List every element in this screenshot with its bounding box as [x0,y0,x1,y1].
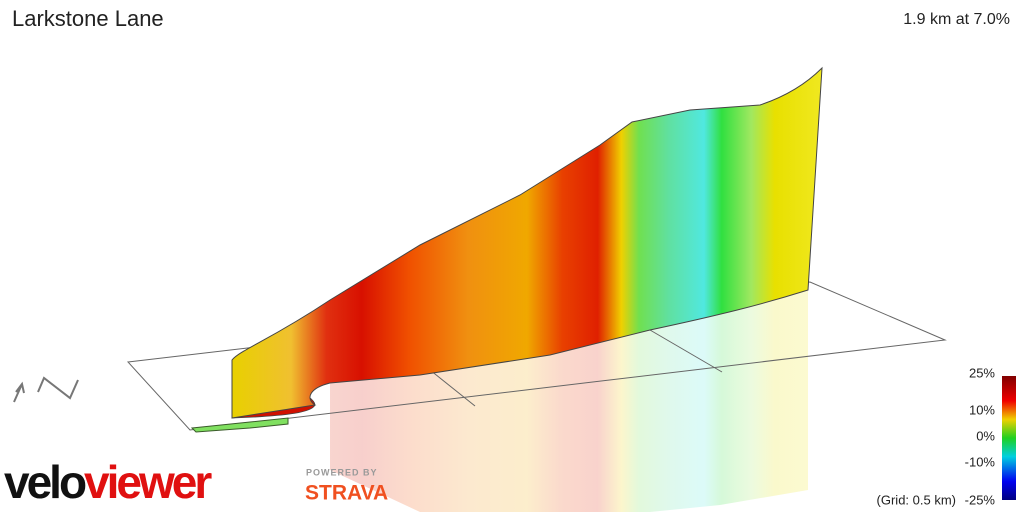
start-tail [190,417,289,433]
scale-label: 10% [969,402,995,417]
strava-logo: STRAVA [305,482,388,505]
gradient-scale [1002,376,1016,500]
scale-label: -10% [965,454,996,469]
scale-label: -25% [965,492,996,507]
route-summary: 1.9 km at 7.0% [903,11,1010,28]
grid-line [649,329,723,373]
profile-wall [231,66,823,419]
route-title: Larkstone Lane [12,6,164,31]
compass [13,376,79,403]
scale-label: 25% [969,365,995,380]
logo: veloviewer [4,456,212,508]
grid-note: (Grid: 0.5 km) [877,492,956,507]
powered-by: POWERED BY [306,467,378,477]
reflection [330,290,808,512]
grid-line [429,369,476,407]
compass-label: N [0,0,1,1]
scale-label: 0% [976,428,995,443]
